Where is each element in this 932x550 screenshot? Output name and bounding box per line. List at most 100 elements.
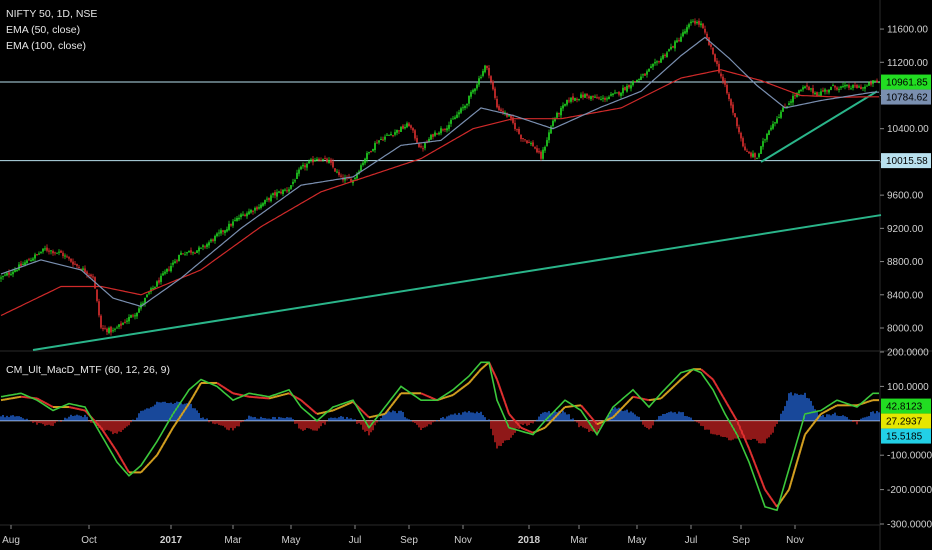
- candle-body: [488, 67, 490, 76]
- signal-segment: [308, 406, 312, 410]
- signal-segment: [526, 429, 530, 433]
- signal-segment: [148, 460, 152, 465]
- candle: [160, 273, 162, 285]
- signal-segment: [802, 434, 806, 442]
- histogram-bar: [480, 411, 482, 421]
- candle: [674, 40, 676, 52]
- candle: [804, 85, 806, 89]
- histogram-bar: [232, 420, 234, 431]
- long-trendline[interactable]: [32, 214, 882, 351]
- candle-body: [642, 74, 644, 76]
- histogram-bar: [812, 405, 814, 421]
- signal-segment: [184, 406, 188, 411]
- histogram-bar: [256, 418, 258, 421]
- candle-body: [394, 132, 396, 135]
- candle-body: [608, 96, 610, 100]
- signal-segment: [396, 395, 400, 400]
- signal-segment: [448, 394, 452, 398]
- candle-body: [758, 153, 760, 158]
- histogram-bar: [82, 417, 84, 421]
- candle: [56, 252, 58, 254]
- candle-body: [272, 193, 274, 196]
- signal-segment: [502, 396, 506, 403]
- candle: [480, 74, 482, 80]
- signal-segment: [312, 409, 316, 413]
- signal-segment: [180, 412, 184, 417]
- histogram-bar: [436, 420, 438, 421]
- candle-body: [24, 262, 26, 265]
- candle: [846, 84, 848, 88]
- candle: [642, 73, 644, 79]
- signal-segment: [620, 406, 624, 410]
- candle: [124, 319, 126, 324]
- candle: [502, 108, 504, 115]
- histogram-bar: [806, 397, 808, 421]
- histogram-bar: [520, 420, 522, 425]
- ema100-label[interactable]: EMA (100, close): [6, 40, 86, 52]
- candle: [736, 116, 738, 129]
- ema50-label[interactable]: EMA (50, close): [6, 24, 81, 36]
- candle-body: [852, 84, 854, 89]
- candle: [850, 85, 852, 90]
- symbol-label[interactable]: NIFTY 50, 1D, NSE: [6, 8, 98, 20]
- candle: [72, 258, 74, 267]
- short-trendline[interactable]: [760, 90, 878, 163]
- candle: [170, 262, 172, 273]
- signal-segment: [524, 428, 528, 432]
- signal-segment: [100, 427, 104, 432]
- histogram-bar: [394, 411, 396, 421]
- candle-body: [220, 230, 222, 234]
- histogram-bar: [610, 411, 612, 421]
- histogram-bar: [496, 420, 498, 449]
- ema100-line: [0, 69, 879, 317]
- candle-body: [498, 106, 500, 111]
- signal-segment: [826, 408, 830, 412]
- candle-body: [178, 254, 180, 262]
- histogram-bar: [396, 413, 398, 421]
- candle: [372, 148, 374, 152]
- candle: [842, 82, 844, 89]
- candle-body: [132, 315, 134, 317]
- candle-body: [682, 32, 684, 37]
- candle-body: [190, 250, 192, 253]
- candle: [186, 251, 188, 256]
- price-tick-label: 8800.00: [887, 257, 924, 268]
- candle-body: [476, 84, 478, 89]
- candle-body: [680, 36, 682, 42]
- signal-segment: [554, 414, 558, 419]
- candle: [610, 91, 612, 97]
- candle: [630, 82, 632, 92]
- candle-body: [314, 160, 316, 162]
- candle-body: [516, 129, 518, 131]
- signal-segment: [342, 404, 346, 408]
- candle-body: [820, 91, 822, 96]
- histogram-bar: [240, 420, 242, 423]
- candle: [774, 121, 776, 127]
- candle-body: [718, 63, 720, 73]
- histogram-bar: [560, 413, 562, 421]
- oscillator-label[interactable]: CM_Ult_MacD_MTF (60, 12, 26, 9): [6, 364, 170, 376]
- candle: [694, 18, 696, 26]
- candle-body: [112, 330, 114, 332]
- histogram-bar: [468, 410, 470, 421]
- time-tick-label: May: [628, 535, 647, 546]
- signal-segment: [676, 380, 680, 385]
- candle: [392, 134, 394, 138]
- histogram-bar: [122, 420, 124, 430]
- candle-body: [654, 62, 656, 64]
- histogram-bar: [304, 420, 306, 430]
- candle: [366, 151, 368, 163]
- candle: [300, 165, 302, 171]
- support-value-label-bg: [881, 153, 931, 169]
- candle: [362, 160, 364, 167]
- histogram-bar: [62, 420, 64, 421]
- histogram-bar: [178, 401, 180, 421]
- candle-body: [496, 98, 498, 108]
- candle-body: [774, 122, 776, 124]
- signal-segment: [808, 426, 812, 431]
- histogram-bar: [370, 420, 372, 433]
- candle: [876, 78, 878, 83]
- candle-body: [316, 158, 318, 161]
- signal-segment: [746, 443, 750, 449]
